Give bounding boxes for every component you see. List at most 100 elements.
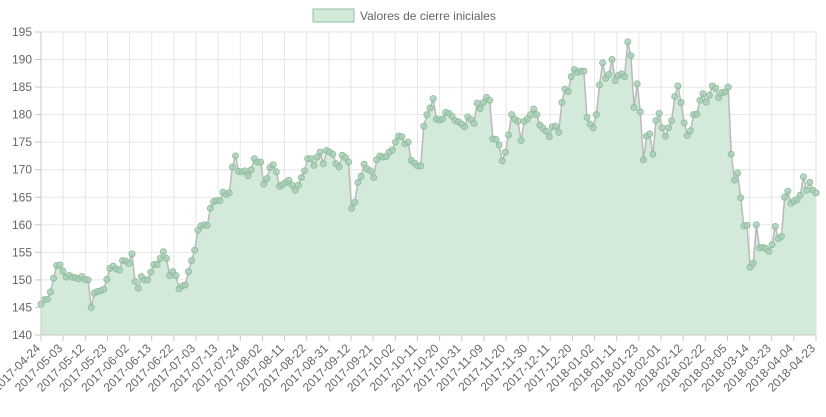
data-point (652, 117, 660, 125)
data-point (674, 82, 682, 90)
data-point (244, 172, 252, 180)
data-point (291, 186, 299, 194)
data-point (423, 111, 431, 119)
data-point (564, 88, 572, 95)
data-point (752, 221, 760, 229)
data-point (329, 150, 337, 158)
data-point (301, 167, 309, 175)
data-point (526, 111, 534, 119)
data-point (665, 124, 673, 132)
data-point (473, 99, 481, 107)
data-point (542, 127, 550, 135)
axes: 1401451501551601651701751801851901952017… (0, 25, 818, 395)
data-point (580, 67, 588, 75)
data-point (683, 132, 691, 140)
data-point (486, 96, 494, 104)
y-tick-label: 180 (12, 108, 32, 122)
data-point (144, 276, 152, 284)
data-point (627, 52, 635, 60)
data-point (188, 257, 196, 265)
data-point (661, 132, 669, 140)
data-point (366, 167, 374, 175)
data-point (633, 80, 641, 88)
data-point (696, 96, 704, 104)
data-point (743, 221, 751, 229)
data-point (228, 163, 236, 171)
data-point (636, 108, 644, 116)
data-point (803, 186, 811, 194)
data-point (131, 278, 139, 286)
data-point (777, 232, 785, 240)
data-point (501, 148, 509, 156)
data-point (257, 158, 265, 166)
y-tick-label: 160 (12, 218, 32, 232)
data-point (646, 130, 654, 138)
series-points (37, 38, 820, 311)
data-point (784, 187, 792, 195)
data-point (316, 148, 324, 156)
data-point (307, 155, 315, 163)
data-point (43, 295, 51, 303)
data-point (799, 173, 807, 181)
data-point (344, 158, 352, 166)
data-point (429, 95, 437, 103)
data-point (806, 178, 814, 186)
data-point (46, 288, 54, 296)
data-point (59, 267, 67, 275)
data-point (583, 113, 591, 121)
data-point (812, 189, 820, 197)
data-point (589, 124, 597, 132)
data-point (128, 250, 136, 258)
data-point (357, 172, 365, 180)
data-point (545, 133, 553, 141)
data-point (181, 281, 189, 289)
data-point (297, 173, 305, 181)
y-tick-label: 170 (12, 163, 32, 177)
data-point (84, 276, 92, 284)
data-point (796, 191, 804, 199)
y-tick-label: 175 (12, 135, 32, 149)
data-point (163, 254, 171, 262)
data-point (705, 91, 713, 99)
data-point (608, 56, 616, 64)
data-point (335, 163, 343, 171)
data-point (147, 268, 155, 276)
data-point (693, 110, 701, 118)
data-point (360, 160, 368, 168)
data-point (730, 176, 738, 184)
data-point (313, 153, 321, 161)
data-point (184, 268, 192, 276)
data-point (677, 99, 685, 107)
data-point (115, 266, 123, 274)
data-point (533, 111, 541, 119)
data-point (191, 246, 199, 254)
data-point (172, 272, 180, 279)
data-point (734, 169, 742, 177)
data-point (260, 180, 268, 188)
data-point (530, 105, 538, 113)
data-point (611, 76, 619, 84)
data-point (768, 241, 776, 249)
data-point (351, 198, 359, 206)
data-point (737, 194, 745, 202)
data-point (50, 274, 58, 282)
series-area (40, 41, 817, 336)
data-point (354, 178, 362, 186)
data-point (461, 123, 469, 131)
data-point (153, 260, 161, 268)
data-point (134, 284, 142, 292)
data-point (558, 99, 566, 107)
legend-swatch (312, 8, 355, 23)
legend[interactable]: Valores de cierre iniciales (312, 8, 496, 23)
data-point (712, 84, 720, 92)
data-point (319, 160, 327, 168)
data-point (404, 138, 412, 146)
data-point (702, 98, 710, 106)
series-area-fill (41, 41, 816, 336)
data-point (388, 146, 396, 154)
data-point (206, 204, 214, 212)
data-point (310, 161, 318, 169)
y-tick-label: 190 (12, 53, 32, 67)
data-point (103, 275, 111, 283)
